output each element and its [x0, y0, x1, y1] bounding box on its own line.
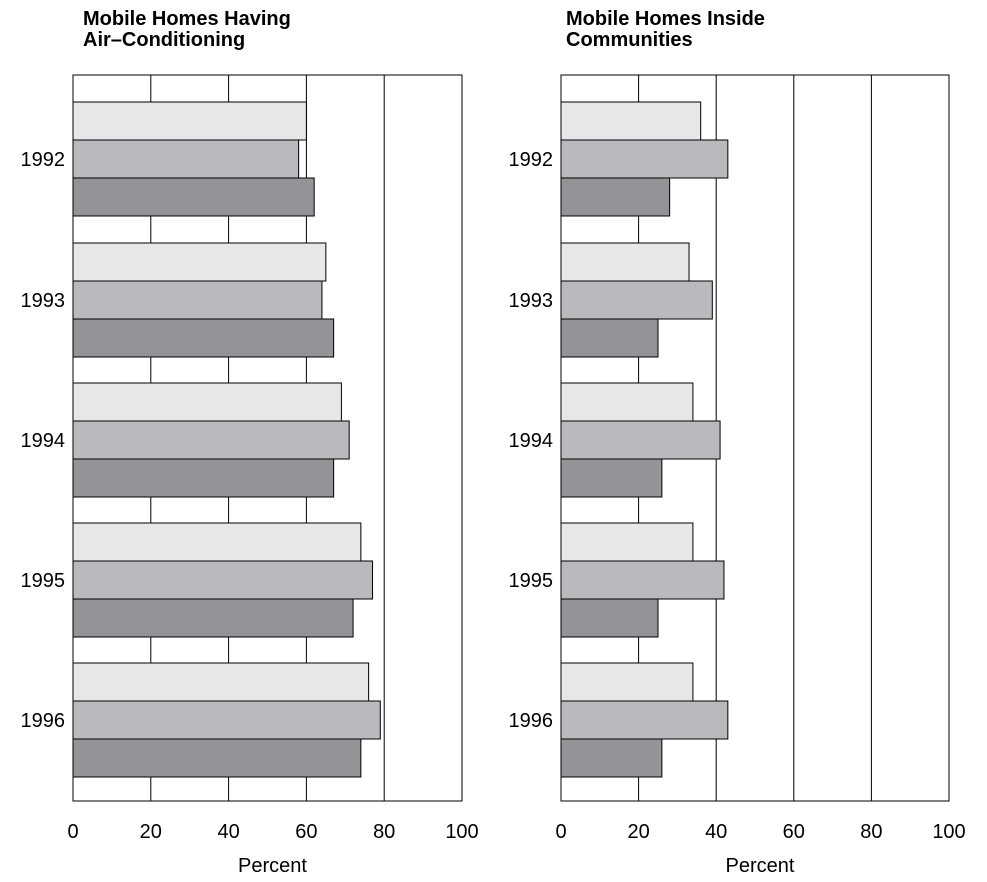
- bar: [72, 700, 381, 740]
- bar: [72, 382, 342, 422]
- bar: [72, 101, 307, 141]
- bar: [72, 560, 374, 600]
- bar: [72, 139, 300, 179]
- bar: [72, 318, 335, 358]
- bar: [72, 280, 323, 320]
- x-tick-label: 100: [445, 821, 478, 843]
- bar: [72, 598, 354, 638]
- x-tick-label: 40: [217, 821, 239, 843]
- category-label: 1992: [21, 149, 66, 171]
- bar: [72, 242, 327, 282]
- chart-title-line-1: Mobile Homes Having: [83, 8, 291, 30]
- x-tick-label: 80: [373, 821, 395, 843]
- chart-title: Mobile Homes Having Air–Conditioning: [83, 9, 291, 51]
- x-tick-label: 0: [67, 821, 78, 843]
- chart-title-line-1: Mobile Homes Inside: [566, 8, 765, 30]
- category-label: 1995: [21, 570, 66, 592]
- bar: [72, 177, 315, 217]
- bar: [72, 738, 362, 778]
- x-tick-label: 60: [295, 821, 317, 843]
- category-label: 1994: [21, 430, 66, 452]
- category-label: 1993: [21, 290, 66, 312]
- category-label: 1996: [21, 710, 66, 732]
- bar: [72, 662, 370, 702]
- bar: [72, 522, 362, 562]
- x-axis-label: Percent: [238, 855, 307, 877]
- chart-title: Mobile Homes Inside Communities: [566, 9, 765, 51]
- x-tick-label: 20: [140, 821, 162, 843]
- bar: [72, 420, 350, 460]
- bar: [72, 458, 335, 498]
- chart-title-line-2: Air–Conditioning: [83, 29, 246, 51]
- chart-title-line-2: Communities: [566, 29, 693, 51]
